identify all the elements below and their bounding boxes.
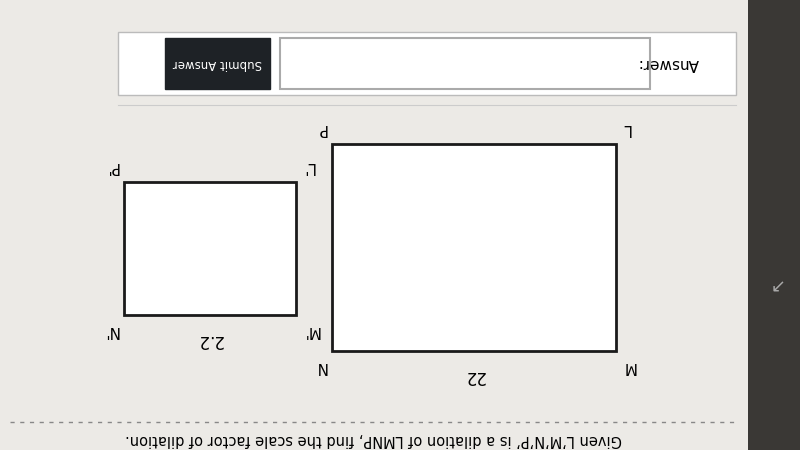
Text: L': L' — [302, 159, 314, 174]
Bar — [280, 38, 650, 89]
Text: M: M — [622, 359, 635, 374]
Text: 2.2: 2.2 — [197, 331, 223, 349]
Text: Given L’M’N’P’ is a dilation of LMNP, find the scale factor of dilation.: Given L’M’N’P’ is a dilation of LMNP, fi… — [126, 432, 622, 447]
Bar — [332, 144, 616, 351]
Bar — [118, 32, 736, 95]
Text: Submit Answer: Submit Answer — [173, 57, 262, 70]
Text: N': N' — [102, 323, 118, 338]
Text: N: N — [314, 359, 326, 374]
Text: 22: 22 — [463, 367, 485, 385]
Text: ↗: ↗ — [766, 274, 782, 292]
Bar — [124, 182, 296, 315]
Bar — [748, 0, 800, 450]
Text: L: L — [622, 121, 630, 136]
Text: M': M' — [302, 323, 319, 338]
Text: P': P' — [105, 159, 118, 174]
Text: P: P — [317, 121, 326, 136]
Bar — [165, 38, 270, 89]
Text: Answer:: Answer: — [638, 56, 698, 71]
